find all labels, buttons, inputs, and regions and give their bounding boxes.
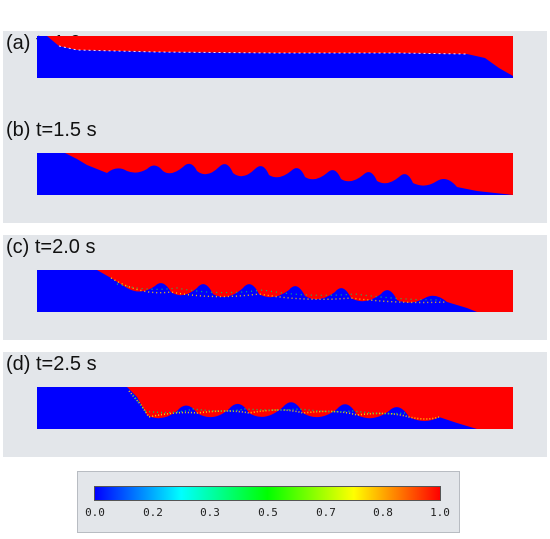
colorbar-tick: 0.7: [316, 506, 336, 519]
colorbar-tick: 0.3: [200, 506, 220, 519]
panel-d: (d) t=2.5 s: [3, 352, 547, 457]
colorbar-tick: 0.0: [85, 506, 105, 519]
interface-line: [58, 45, 468, 55]
colorbar-tick: 0.2: [143, 506, 163, 519]
mixing-zone: [116, 283, 442, 301]
colorbar-tick: 1.0: [430, 506, 450, 519]
panel-label: (c) t=2.0 s: [6, 236, 96, 258]
interface-plot: [37, 36, 513, 78]
lower-phase-region: [37, 36, 513, 78]
colorbar-tick: 0.5: [258, 506, 278, 519]
interface-plot: [37, 270, 477, 312]
simulation-field: [37, 387, 513, 429]
panel-label: (d) t=2.5 s: [6, 353, 97, 375]
lower-phase-region: [37, 153, 513, 195]
panel-b: (b) t=1.5 s: [3, 118, 547, 223]
colorbar-tick: 0.8: [373, 506, 393, 519]
mixing-zone: [132, 394, 406, 415]
mixing-zone: [128, 390, 440, 420]
interface-plot: [37, 153, 513, 195]
simulation-field: [37, 153, 513, 195]
colorbar-legend: 0.0 0.2 0.3 0.5 0.7 0.8 1.0: [77, 471, 460, 533]
lower-phase-region: [37, 387, 477, 429]
simulation-field: [37, 270, 513, 312]
simulation-field: [37, 36, 513, 78]
panel-c: (c) t=2.0 s: [3, 235, 547, 340]
interface-plot: [37, 387, 477, 429]
panel-label: (b) t=1.5 s: [6, 119, 97, 141]
mixing-zone: [110, 277, 448, 304]
colorbar: [94, 486, 441, 501]
